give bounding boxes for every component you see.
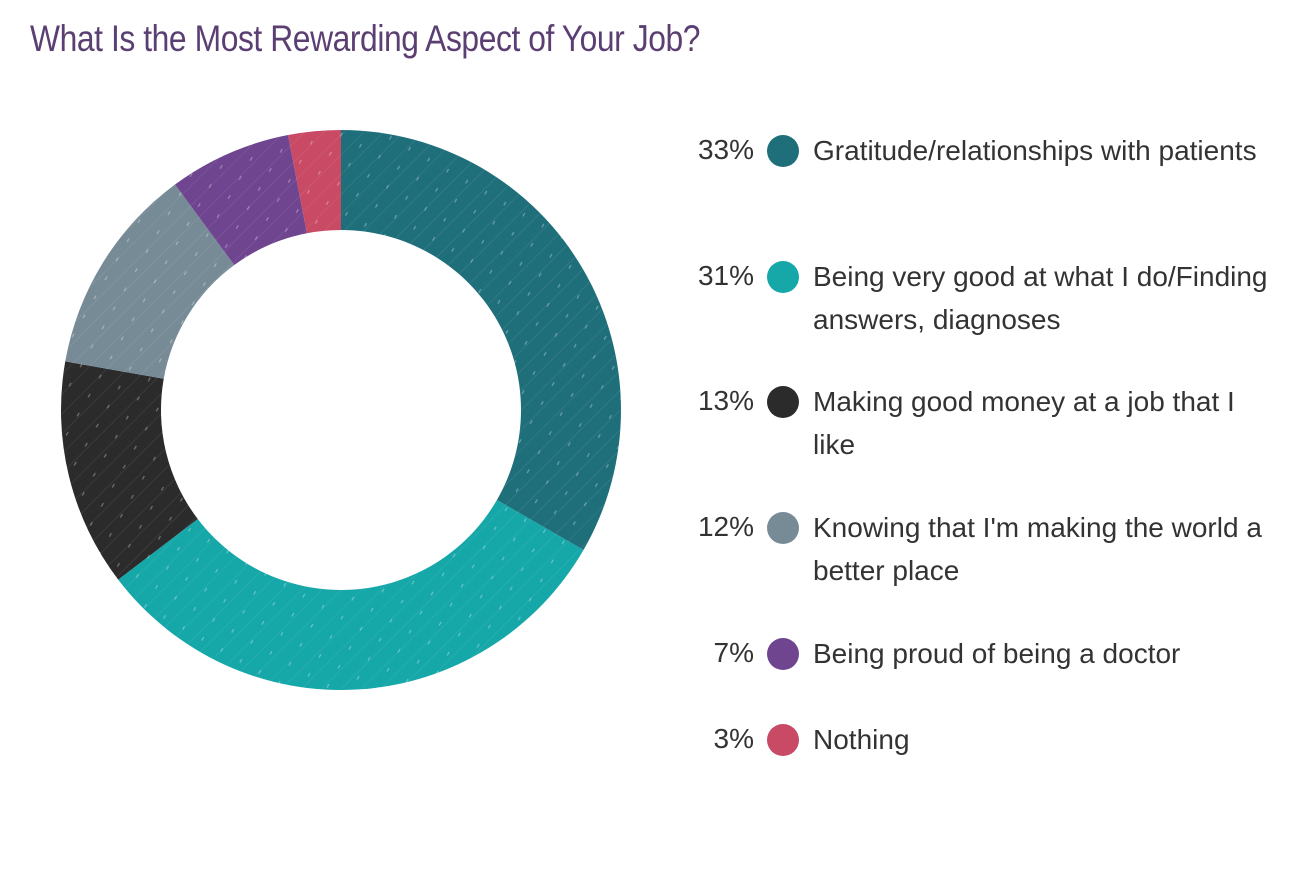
donut-slice-dots-6 bbox=[288, 130, 341, 234]
donut-slice-dots-5 bbox=[174, 135, 307, 266]
legend-label: Making good money at a job that I like bbox=[813, 386, 1235, 460]
legend-color-dot bbox=[767, 724, 799, 756]
legend-color-dot bbox=[767, 638, 799, 670]
legend-label: Nothing bbox=[813, 724, 910, 755]
chart-title: What Is the Most Rewarding Aspect of You… bbox=[30, 18, 701, 59]
legend-color-dot bbox=[767, 135, 799, 167]
legend-label: Being proud of being a doctor bbox=[813, 638, 1181, 669]
donut-slice-dots-2 bbox=[118, 500, 584, 690]
legend-value-label: 12% bbox=[697, 511, 754, 542]
legend-item: 13% Making good money at a job that I lik… bbox=[660, 379, 1280, 469]
legend-label: Gratitude/relationships with patients bbox=[813, 135, 1257, 166]
legend-value-label: 3% bbox=[713, 723, 754, 754]
legend-value-label: 7% bbox=[713, 637, 754, 668]
legend-item: 31% Being very good at what I do/Finding … bbox=[660, 254, 1280, 344]
legend-item: 12% Knowing that I'm making the world a b… bbox=[660, 505, 1280, 595]
donut-chart-area bbox=[60, 130, 621, 690]
legend-item: 3% Nothing bbox=[660, 717, 1280, 807]
donut-slice-dots-3 bbox=[60, 361, 198, 580]
legend-item: 33% Gratitude/relationships with patients bbox=[660, 128, 1280, 218]
legend-color-dot bbox=[767, 512, 799, 544]
legend-color-dot bbox=[767, 386, 799, 418]
donut-chart bbox=[60, 130, 621, 690]
legend-color-dot bbox=[767, 261, 799, 293]
legend-item: 7% Being proud of being a doctor bbox=[660, 631, 1280, 721]
donut-slice-dots-1 bbox=[341, 130, 621, 550]
legend-value-label: 33% bbox=[697, 134, 754, 165]
donut-slice-dots-4 bbox=[65, 184, 235, 379]
legend-value-label: 31% bbox=[697, 260, 754, 291]
legend-label: Being very good at what I do/Finding ans… bbox=[813, 261, 1268, 335]
legend-value-label: 13% bbox=[697, 385, 754, 416]
legend-label: Knowing that I'm making the world a bett… bbox=[813, 512, 1262, 586]
